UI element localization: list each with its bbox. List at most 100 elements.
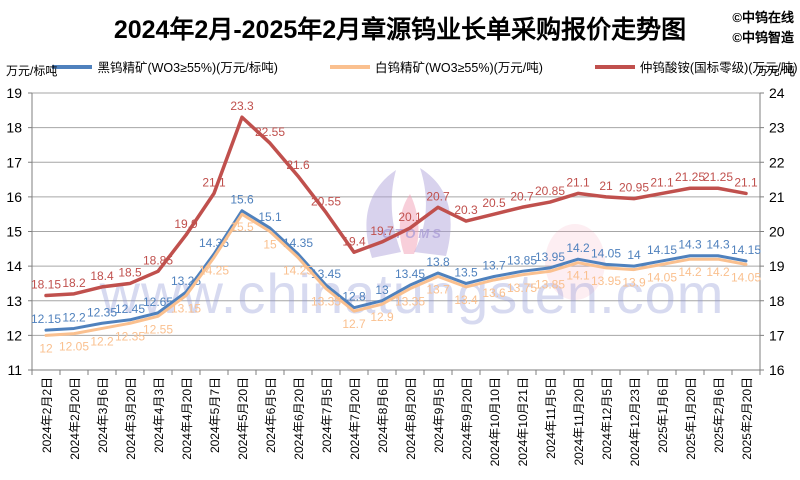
left-axis-caption: 万元/标吨 — [6, 64, 58, 78]
legend-label: 白钨精矿(WO3≥55%)(万元/吨) — [374, 61, 543, 75]
right-axis-caption: 万元/吨 — [755, 64, 795, 78]
data-label: 18.5 — [118, 265, 142, 279]
data-label: 13.6 — [482, 286, 506, 300]
left-axis-tick-label: 18 — [6, 120, 22, 136]
data-label: 15.5 — [230, 220, 254, 234]
data-label: 12.45 — [115, 302, 145, 316]
series-line-2 — [44, 115, 748, 298]
data-label: 21 — [599, 179, 613, 193]
data-label: 12.8 — [342, 290, 366, 304]
data-label: 15 — [263, 238, 277, 252]
left-axis-tick-label: 19 — [6, 85, 22, 101]
x-axis-label: 2025年2月6日 — [712, 377, 726, 453]
x-axis-label: 2024年2月2日 — [40, 377, 54, 453]
data-label: 19.9 — [174, 217, 198, 231]
x-axis-label: 2024年11月20日 — [572, 377, 586, 466]
data-label: 12.05 — [59, 340, 89, 354]
right-axis-tick-label: 17 — [769, 327, 785, 343]
data-label: 18.4 — [90, 269, 114, 283]
x-axis-label: 2024年8月20日 — [404, 377, 418, 460]
left-axis-tick-label: 16 — [6, 189, 22, 205]
data-label: 13.95 — [535, 250, 565, 264]
legend-label: 仲钨酸铵(国标零级)(万元/吨) — [639, 61, 798, 75]
data-label: 13.9 — [622, 276, 646, 290]
legend-label: 黑钨精矿(WO3≥55%)(万元/标吨) — [97, 61, 278, 75]
x-axis-label: 2024年7月5日 — [320, 377, 334, 453]
credit-line-1: ©中钨在线 — [732, 10, 794, 25]
legend-item-1: 白钨精矿(WO3≥55%)(万元/吨) — [329, 57, 543, 76]
x-axis-label: 2024年10月21日 — [516, 377, 530, 466]
data-label: 14 — [627, 248, 641, 262]
left-axis-tick-label: 15 — [6, 224, 22, 240]
data-label: 14.05 — [591, 246, 621, 260]
data-label: 12.9 — [370, 310, 394, 324]
x-axis-label: 2024年2月20日 — [68, 377, 82, 460]
left-axis-tick-label: 13 — [6, 293, 22, 309]
data-label: 20.85 — [535, 184, 565, 198]
legend-item-2: 仲钨酸铵(国标零级)(万元/吨) — [594, 57, 798, 76]
data-label: 20.55 — [311, 194, 341, 208]
data-label: 21.1 — [202, 175, 226, 189]
data-label: 15.1 — [258, 210, 282, 224]
data-label: 20.95 — [619, 181, 649, 195]
x-axis-label: 2024年5月20日 — [236, 377, 250, 460]
x-axis-label: 2024年4月3日 — [152, 377, 166, 453]
data-label: 14.35 — [283, 236, 313, 250]
data-label: 14.3 — [678, 238, 702, 252]
data-label: 18.85 — [143, 253, 173, 267]
chart-legend: 黑钨精矿(WO3≥55%)(万元/标吨) 白钨精矿(WO3≥55%)(万元/吨) 仲… — [52, 57, 798, 76]
left-axis-tick-label: 14 — [6, 258, 22, 274]
data-label: 12.35 — [115, 329, 145, 343]
x-axis-label: 2024年4月20日 — [180, 377, 194, 460]
chart-title: 2024年2月-2025年2月章源钨业长单采购报价走势图 — [113, 16, 687, 44]
data-label: 14.2 — [706, 265, 730, 279]
x-axis-label: 2024年9月20日 — [460, 377, 474, 460]
data-label: 20.1 — [398, 210, 422, 224]
data-label: 14.2 — [678, 265, 702, 279]
x-axis-label: 2024年5月7日 — [208, 377, 222, 453]
data-label: 21.25 — [703, 170, 733, 184]
data-label: 20.5 — [482, 196, 506, 210]
x-axis-label: 2024年8月6日 — [376, 377, 390, 453]
x-axis-label: 2024年12月23日 — [628, 377, 642, 466]
x-axis-label: 2024年12月5日 — [600, 377, 614, 460]
data-label: 14.05 — [731, 270, 761, 284]
series-line-1 — [44, 212, 748, 337]
legend-line-swatch — [594, 64, 635, 69]
right-axis-tick-label: 18 — [769, 293, 785, 309]
data-label: 13 — [375, 283, 389, 297]
legend-item-0: 黑钨精矿(WO3≥55%)(万元/标吨) — [52, 57, 278, 76]
data-label: 14.25 — [199, 263, 229, 277]
data-label: 12.2 — [90, 334, 114, 348]
data-label: 14.3 — [706, 238, 730, 252]
data-label: 13.85 — [507, 253, 537, 267]
right-axis-tick-label: 21 — [769, 189, 785, 205]
data-label: 21.6 — [286, 158, 310, 172]
right-axis-tick-label: 20 — [769, 224, 785, 240]
left-axis-tick-label: 11 — [7, 362, 22, 378]
data-label: 13.95 — [591, 274, 621, 288]
data-label: 13.7 — [426, 283, 450, 297]
x-axis-label: 2024年7月20日 — [348, 377, 362, 460]
data-label: 19.4 — [342, 234, 366, 248]
data-label: 13.45 — [395, 267, 425, 281]
credit-badges: ©中钨在线 ©中钨智造 — [732, 8, 794, 47]
data-label: 12.7 — [342, 317, 366, 331]
data-label: 13.5 — [454, 265, 478, 279]
watermark-logo-center — [399, 194, 419, 254]
data-label: 19.7 — [370, 224, 394, 238]
x-axis-label: 2025年2月20日 — [740, 377, 754, 460]
watermark-blot — [545, 224, 605, 300]
data-label: 12.55 — [143, 322, 173, 336]
data-label: 13.45 — [311, 267, 341, 281]
data-label: 21.1 — [650, 175, 674, 189]
data-label: 20.7 — [426, 189, 450, 203]
data-label: 12.2 — [62, 310, 86, 324]
data-label: 14.05 — [647, 270, 677, 284]
x-axis-label: 2024年6月5日 — [264, 377, 278, 453]
series-line-0 — [44, 209, 748, 332]
right-axis-tick-label: 16 — [769, 362, 785, 378]
data-label: 12.15 — [31, 312, 61, 326]
